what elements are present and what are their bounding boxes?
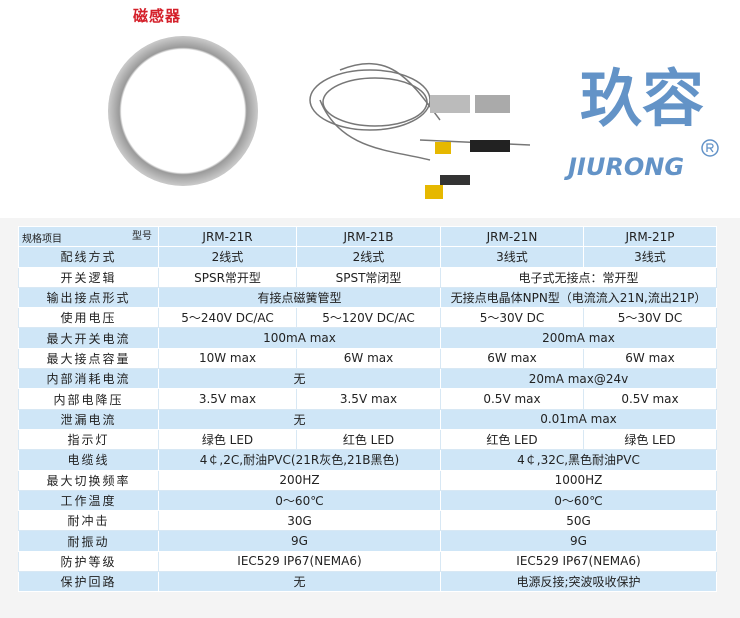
- spec-cell: 0.5V max: [440, 388, 584, 410]
- spec-cell: 有接点磁簧管型: [158, 286, 441, 309]
- sensor-cable-image: [309, 63, 531, 199]
- spec-cell: 9G: [440, 530, 717, 552]
- spec-cell: SPST常闭型: [296, 266, 441, 288]
- spec-cell: 6W max: [296, 347, 441, 370]
- row-label: 最大接点容量: [18, 347, 159, 370]
- table-row: 电缆线 4￠,2C,耐油PVC(21R灰色,21B黑色) 4￠,32C,黑色耐油PV…: [18, 449, 717, 471]
- spec-cell: 0.5V max: [583, 388, 717, 410]
- spec-cell: 5～120V DC/AC: [296, 307, 441, 329]
- row-label: 内部消耗电流: [18, 368, 159, 390]
- spec-cell: 3.5V max: [296, 388, 441, 410]
- spec-cell: 无接点电晶体NPN型（电流流入21N,流出21P）: [440, 286, 717, 309]
- spec-cell: 10W max: [158, 347, 297, 370]
- model-header: JRM-21B: [296, 225, 441, 248]
- spec-cell: 绿色 LED: [583, 428, 717, 451]
- spec-cell: 0～60℃: [440, 489, 717, 512]
- table-row: 指示灯 绿色 LED 红色 LED 红色 LED 绿色 LED: [18, 428, 717, 451]
- spec-cell: 无: [158, 408, 441, 430]
- model-header: JRM-21N: [440, 225, 584, 248]
- row-label: 指示灯: [18, 428, 159, 451]
- spec-cell: SPSR常开型: [158, 266, 297, 288]
- spec-cell: 9G: [158, 530, 441, 552]
- row-label: 耐振动: [18, 530, 159, 552]
- spec-item-label: 规格项目: [22, 234, 62, 246]
- spec-cell: 5～30V DC: [440, 307, 584, 329]
- row-label: 耐冲击: [18, 510, 159, 532]
- row-label: 使用电压: [18, 307, 159, 329]
- row-label: 泄漏电流: [18, 408, 159, 430]
- spec-cell: 5～30V DC: [583, 307, 717, 329]
- spec-cell: 红色 LED: [296, 428, 441, 451]
- table-header-row: 规格项目 型号 JRM-21R JRM-21B JRM-21N JRM-21P: [18, 225, 717, 248]
- row-label: 输出接点形式: [18, 286, 159, 309]
- table-row: 开关逻辑 SPSR常开型 SPST常闭型 电子式无接点：常开型: [18, 266, 717, 288]
- table-row: 保护回路无电源反接;突波吸收保护: [18, 571, 717, 593]
- model-header: JRM-21P: [583, 225, 717, 248]
- table-row: 泄漏电流无 0.01mA max: [18, 408, 717, 430]
- spec-cell: 200HZ: [158, 469, 441, 491]
- spec-cell: IEC529 IP67(NEMA6): [440, 550, 717, 573]
- spec-cell: IEC529 IP67(NEMA6): [158, 550, 441, 573]
- spec-cell: 2线式: [296, 246, 441, 268]
- table-row: 内部电降压 3.5V max 3.5V max 0.5V max 0.5V max: [18, 388, 717, 410]
- spec-cell: 5～240V DC/AC: [158, 307, 297, 329]
- spec-cell: 4￠,32C,黑色耐油PVC: [440, 449, 717, 471]
- spec-cell: 20mA max@24v: [440, 368, 717, 390]
- spec-cell: 3线式: [440, 246, 584, 268]
- spec-cell: 3.5V max: [158, 388, 297, 410]
- spec-cell: 1000HZ: [440, 469, 717, 491]
- magnetic-ring-image: [108, 36, 258, 186]
- row-label: 开关逻辑: [18, 266, 159, 288]
- model-label: 型号: [132, 231, 152, 242]
- spec-cell: 200mA max: [440, 327, 717, 349]
- row-label: 工作温度: [18, 489, 159, 512]
- header-corner-cell: 规格项目 型号: [18, 225, 159, 248]
- spec-cell: 50G: [440, 510, 717, 532]
- spec-cell: 红色 LED: [440, 428, 584, 451]
- spec-cell: 4￠,2C,耐油PVC(21R灰色,21B黑色): [158, 449, 441, 471]
- table-row: 工作温度 0～60℃ 0～60℃: [18, 489, 717, 512]
- spec-cell: 6W max: [583, 347, 717, 370]
- spec-cell: 0.01mA max: [440, 408, 717, 430]
- product-photo-area: 磁感器: [0, 0, 740, 218]
- spec-cell: 无: [158, 368, 441, 390]
- row-label: 配线方式: [18, 246, 159, 268]
- row-label: 内部电降压: [18, 388, 159, 410]
- spec-cell: 绿色 LED: [158, 428, 297, 451]
- spec-cell: 电源反接;突波吸收保护: [440, 571, 717, 593]
- spec-cell: 电子式无接点：常开型: [440, 266, 717, 288]
- table-row: 耐振动 9G 9G: [18, 530, 717, 552]
- row-label: 最大开关电流: [18, 327, 159, 349]
- table-row: 使用电压 5～240V DC/AC 5～120V DC/AC 5～30V DC 5～30…: [18, 307, 717, 329]
- spec-cell: 3线式: [583, 246, 717, 268]
- spec-cell: 无: [158, 571, 441, 593]
- spec-cell: 30G: [158, 510, 441, 532]
- product-title: 磁感器: [133, 7, 182, 25]
- row-label: 最大切换频率: [18, 469, 159, 491]
- table-row: 防护等级 IEC529 IP67(NEMA6) IEC529 IP67(NEMA6): [18, 550, 717, 573]
- row-label: 保护回路: [18, 571, 159, 593]
- table-row: 最大接点容量 10W max 6W max 6W max 6W max: [18, 347, 717, 370]
- spec-cell: 2线式: [158, 246, 297, 268]
- row-label: 电缆线: [18, 449, 159, 471]
- spec-cell: 6W max: [440, 347, 584, 370]
- table-row: 最大开关电流 100mA max 200mA max: [18, 327, 717, 349]
- spec-cell: 100mA max: [158, 327, 441, 349]
- row-label: 防护等级: [18, 550, 159, 573]
- spec-table: 规格项目 型号 JRM-21R JRM-21B JRM-21N JRM-21P …: [18, 225, 717, 593]
- spec-cell: 0～60℃: [158, 489, 441, 512]
- table-row: 输出接点形式 有接点磁簧管型 无接点电晶体NPN型（电流流入21N,流出21P）: [18, 286, 717, 309]
- table-row: 配线方式 2线式 2线式 3线式 3线式: [18, 246, 717, 268]
- model-header: JRM-21R: [158, 225, 297, 248]
- table-row: 耐冲击 30G 50G: [18, 510, 717, 532]
- table-row: 最大切换频率 200HZ 1000HZ: [18, 469, 717, 491]
- table-row: 内部消耗电流无 20mA max@24v: [18, 368, 717, 390]
